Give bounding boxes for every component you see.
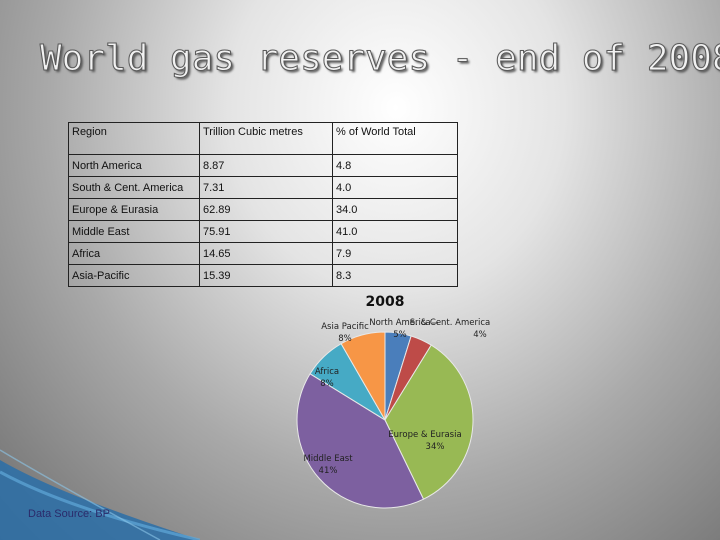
table-row: North America 8.87 4.8	[68, 154, 458, 177]
slice-label: Asia Pacific	[321, 322, 369, 332]
cell-volume: 15.39	[199, 264, 333, 287]
cell-region: Middle East	[68, 220, 200, 243]
cell-volume: 14.65	[199, 242, 333, 265]
slide-title: World gas reserves - end of 2008	[40, 38, 720, 80]
cell-region: North America	[68, 154, 200, 177]
slice-percent-label: 5%	[393, 330, 407, 340]
table-header-row: Region Trillion Cubic metres % of World …	[68, 122, 458, 155]
slice-percent-label: 8%	[320, 379, 334, 389]
decorative-swoosh	[0, 449, 200, 540]
cell-region: Africa	[68, 242, 200, 265]
table-row: Asia-Pacific 15.39 8.3	[68, 264, 458, 287]
cell-percent: 4.8	[332, 154, 458, 177]
cell-volume: 8.87	[199, 154, 333, 177]
cell-region: South & Cent. America	[68, 176, 200, 199]
gas-reserves-table: Region Trillion Cubic metres % of World …	[68, 122, 458, 287]
header-region: Region	[68, 122, 200, 155]
slice-percent-label: 41%	[319, 466, 338, 476]
table-row: Middle East 75.91 41.0	[68, 220, 458, 243]
slice-label: Middle East	[303, 454, 353, 464]
cell-region: Europe & Eurasia	[68, 198, 200, 221]
header-percent-world-total: % of World Total	[332, 122, 458, 155]
cell-volume: 75.91	[199, 220, 333, 243]
cell-region: Asia-Pacific	[68, 264, 200, 287]
slice-label: S. & Cent. America	[410, 318, 490, 328]
cell-percent: 41.0	[332, 220, 458, 243]
cell-percent: 34.0	[332, 198, 458, 221]
slice-label: North America	[369, 318, 431, 328]
pie-slice-europe-eurasia	[384, 344, 474, 500]
chart-title: 2008	[366, 294, 405, 310]
cell-volume: 7.31	[199, 176, 333, 199]
pie-slice-middle-east	[296, 373, 425, 509]
table-row: Africa 14.65 7.9	[68, 242, 458, 265]
cell-percent: 7.9	[332, 242, 458, 265]
slice-label: Europe & Eurasia	[388, 430, 461, 440]
cell-volume: 62.89	[199, 198, 333, 221]
slice-percent-label: 8%	[338, 334, 352, 344]
slice-label: Africa	[315, 367, 339, 377]
slice-percent-label: 34%	[426, 442, 445, 452]
cell-percent: 8.3	[332, 264, 458, 287]
header-trillion-cubic-metres: Trillion Cubic metres	[199, 122, 333, 155]
table-row: Europe & Eurasia 62.89 34.0	[68, 198, 458, 221]
table-row: South & Cent. America 7.31 4.0	[68, 176, 458, 199]
pie-chart: 2008 North America 5%S. & Cent. America 4%…	[296, 294, 490, 509]
data-source-note: Data Source: BP	[28, 508, 110, 520]
pie-slice-asia-pacific	[340, 331, 386, 422]
cell-percent: 4.0	[332, 176, 458, 199]
slice-percent-label: 4%	[473, 330, 487, 340]
